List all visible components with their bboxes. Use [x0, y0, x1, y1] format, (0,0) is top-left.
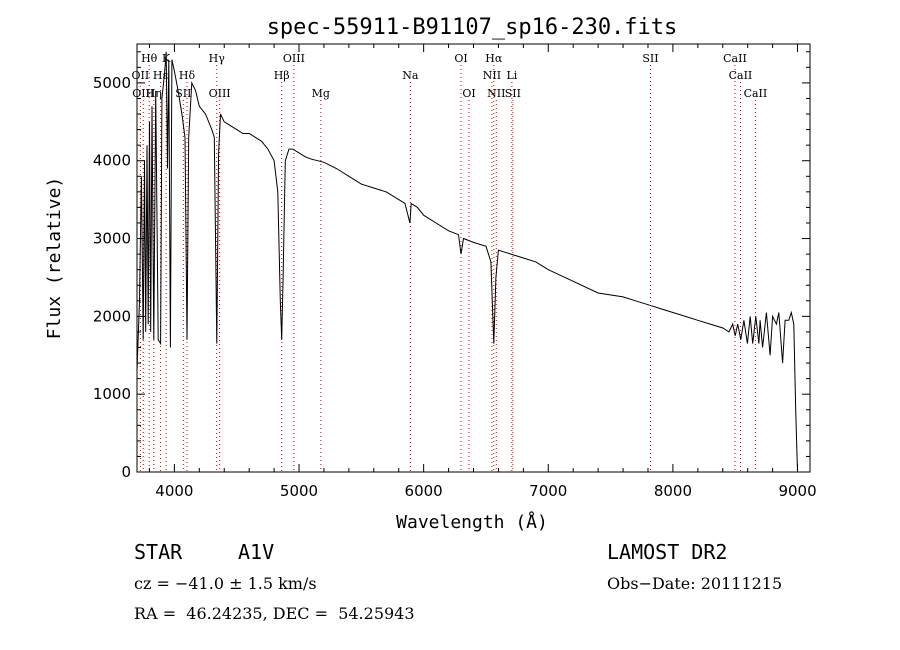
y-axis: 0 1000 2000 3000 4000 5000 [93, 51, 810, 481]
y-tick-label: 3000 [93, 230, 131, 248]
marker-label: CaII [729, 69, 753, 82]
chart-title: spec-55911-B91107_sp16-230.fits [267, 15, 678, 40]
plot-frame [136, 43, 811, 473]
obs-date: Obs−Date: 20111215 [607, 574, 783, 593]
x-tick-label: 8000 [654, 482, 692, 500]
marker-label: Hγ [209, 52, 226, 65]
marker-label: OIII [209, 87, 231, 100]
marker-label: NII [487, 87, 505, 100]
marker-label: CaII [723, 52, 747, 65]
y-tick-label: 2000 [93, 307, 131, 325]
x-axis: 4000 5000 6000 7000 8000 9000 [148, 44, 817, 500]
marker-label: Hδ [179, 69, 196, 82]
marker-label: CaII [744, 87, 768, 100]
redshift-readout: cz = −41.0 ± 1.5 km/s [134, 574, 317, 593]
marker-label: SII [505, 87, 521, 100]
marker-label: Na [402, 69, 419, 82]
y-tick-label: 4000 [93, 152, 131, 170]
x-tick-label: 7000 [529, 482, 567, 500]
marker-label: Hβ [274, 69, 290, 82]
coordinates: RA = 46.24235, DEC = 54.25943 [134, 604, 415, 623]
marker-label: Hα [485, 52, 503, 65]
y-tick-label: 1000 [93, 385, 131, 403]
marker-label: OII [132, 69, 150, 82]
spectral-subclass: A1V [238, 540, 275, 564]
marker-label: OI [454, 52, 467, 65]
marker-label: Hθ [141, 52, 158, 65]
marker-label: NII [483, 69, 501, 82]
y-tick-label: 0 [121, 463, 131, 481]
object-class: STAR [134, 540, 183, 564]
marker-label: SII [642, 52, 658, 65]
x-tick-label: 6000 [405, 482, 443, 500]
x-tick-label: 4000 [155, 482, 193, 500]
marker-label: OIII [283, 52, 305, 65]
marker-label: Hη [146, 87, 162, 100]
marker-label: Li [506, 69, 517, 82]
x-axis-label: Wavelength (Å) [396, 511, 548, 533]
spectrum-line [136, 51, 798, 473]
x-tick-label: 9000 [778, 482, 816, 500]
survey-name: LAMOST DR2 [607, 540, 728, 564]
x-tick-label: 5000 [280, 482, 318, 500]
marker-label: OI [462, 87, 475, 100]
marker-label: Mg [312, 87, 330, 100]
y-tick-label: 5000 [93, 74, 131, 92]
y-axis-label: Flux (relative) [44, 177, 65, 340]
marker-label: OIII [132, 87, 154, 100]
